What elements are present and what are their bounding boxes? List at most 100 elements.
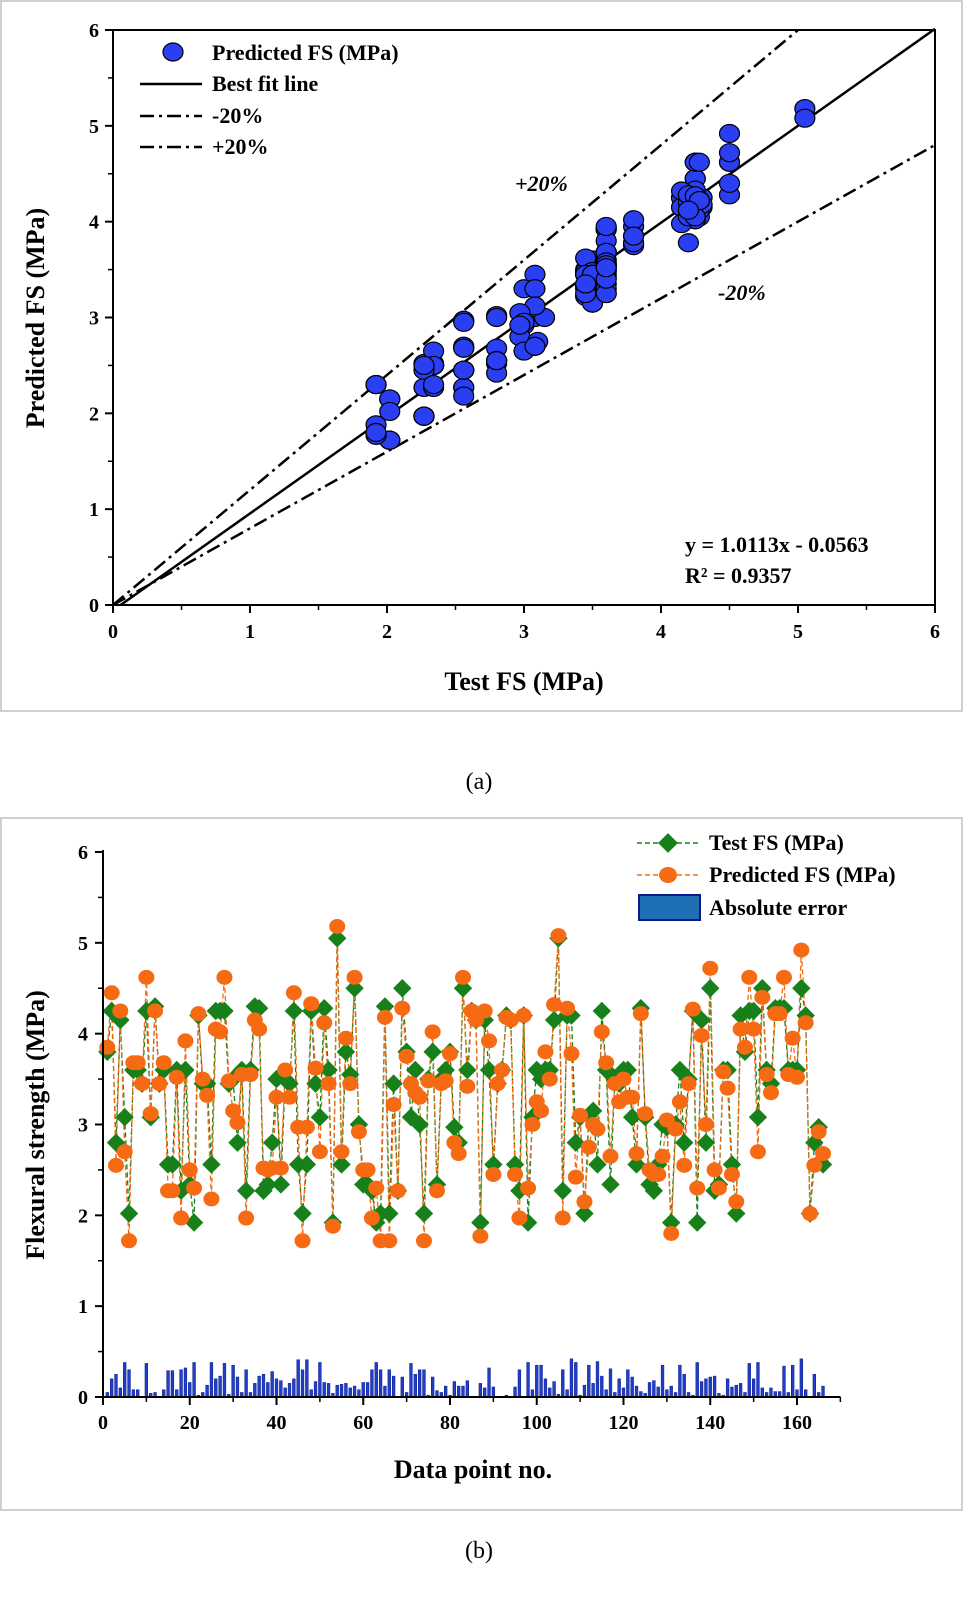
predicted-point — [129, 1055, 146, 1071]
predicted-point — [363, 1210, 380, 1226]
error-bar — [309, 1389, 313, 1398]
predicted-point — [476, 1003, 493, 1019]
predicted-point — [736, 1039, 753, 1055]
test-point — [410, 1115, 429, 1134]
legend-label-predicted-b: Predicted FS (MPa) — [709, 862, 896, 887]
error-bar — [114, 1374, 118, 1398]
error-bar — [166, 1370, 170, 1398]
error-bar — [144, 1363, 149, 1398]
test-point — [748, 1108, 768, 1127]
predicted-point — [121, 1233, 138, 1249]
error-bar — [591, 1383, 595, 1398]
predicted-point — [628, 1146, 645, 1162]
minus20-line — [112, 143, 936, 607]
predicted-point — [281, 1089, 298, 1105]
predicted-point — [563, 1046, 580, 1062]
predicted-point — [502, 1012, 519, 1028]
predicted-point — [680, 1076, 697, 1092]
error-bar — [214, 1378, 218, 1398]
test-point — [184, 1213, 204, 1232]
error-bar — [339, 1384, 344, 1398]
test-point — [792, 979, 811, 998]
error-bar — [118, 1387, 122, 1398]
predicted-point — [710, 1180, 727, 1196]
scatter-plot-a: 0 1 2 3 4 5 6 0 1 2 3 4 5 6 — [89, 20, 940, 643]
predicted-point — [442, 1046, 458, 1062]
data-point — [413, 406, 435, 426]
data-point — [486, 351, 508, 371]
predicted-point — [749, 1144, 766, 1160]
error-bar — [357, 1389, 361, 1398]
error-bar — [799, 1358, 803, 1398]
error-bar — [322, 1382, 326, 1398]
error-bar — [756, 1362, 760, 1398]
predicted-point — [762, 1085, 779, 1101]
annotation-plus20: +20% — [515, 171, 568, 196]
predicted-point — [251, 1021, 268, 1037]
predicted-point — [524, 1117, 541, 1132]
error-bar — [608, 1368, 613, 1398]
test-point — [423, 1042, 442, 1062]
predicted-point — [428, 1183, 445, 1199]
error-bar — [400, 1376, 404, 1398]
predicted-point — [567, 1169, 584, 1185]
error-bar — [660, 1364, 665, 1398]
error-bar — [795, 1389, 799, 1398]
error-bar — [387, 1369, 391, 1398]
predicted-point — [333, 1144, 350, 1160]
predicted-point — [589, 1121, 606, 1137]
predicted-point — [298, 1119, 315, 1135]
predicted-point — [507, 1166, 524, 1182]
error-bar — [409, 1363, 413, 1398]
predicted-point — [559, 1000, 576, 1016]
predicted-point — [225, 1103, 242, 1119]
error-bar — [179, 1369, 183, 1398]
data-point — [422, 374, 445, 395]
error-bar — [682, 1374, 686, 1398]
test-point — [453, 979, 473, 998]
test-point — [328, 929, 347, 948]
predicted-point — [797, 1015, 814, 1031]
predicted-point — [164, 1183, 181, 1199]
error-bar — [543, 1378, 548, 1398]
data-point — [524, 279, 546, 299]
predicted-point — [168, 1069, 185, 1085]
predicted-point — [689, 1180, 706, 1196]
test-point — [744, 1001, 763, 1021]
predicted-point — [147, 1003, 164, 1019]
predicted-point — [693, 1027, 710, 1043]
error-bar — [335, 1384, 339, 1398]
y-tick-label-b: 6 — [78, 842, 88, 864]
error-bar — [127, 1369, 131, 1398]
legend-label-predicted: Predicted FS (MPa) — [212, 40, 399, 65]
predicted-point — [472, 1228, 489, 1244]
data-point — [453, 312, 475, 332]
predicted-point — [615, 1071, 632, 1087]
legend-label-plus20: +20% — [212, 134, 269, 159]
predicted-point — [494, 1062, 511, 1078]
predicted-point — [138, 969, 155, 985]
test-point — [553, 1181, 572, 1201]
x-tick-label-b: 60 — [353, 1412, 373, 1434]
predicted-point — [155, 1055, 172, 1071]
error-bar — [582, 1384, 587, 1398]
error-bar — [595, 1361, 600, 1398]
caption-b: (b) — [465, 1538, 493, 1564]
data-point — [365, 422, 387, 443]
predicted-point — [485, 1166, 502, 1182]
data-point — [794, 108, 816, 128]
x-tick-label-a: 4 — [656, 621, 666, 643]
error-bar — [444, 1385, 448, 1398]
error-bar — [218, 1375, 222, 1398]
x-axis-label-a: Test FS (MPa) — [444, 667, 603, 696]
error-bar — [318, 1362, 322, 1398]
legend-label-error: Absolute error — [709, 895, 848, 920]
error-bar — [348, 1387, 352, 1398]
error-bar — [261, 1374, 266, 1398]
predicted-point — [385, 1097, 402, 1113]
test-point — [345, 979, 364, 998]
predicted-point — [793, 942, 810, 958]
data-point — [677, 200, 700, 220]
legend-label-minus20: -20% — [212, 103, 263, 128]
error-bar — [535, 1364, 539, 1398]
